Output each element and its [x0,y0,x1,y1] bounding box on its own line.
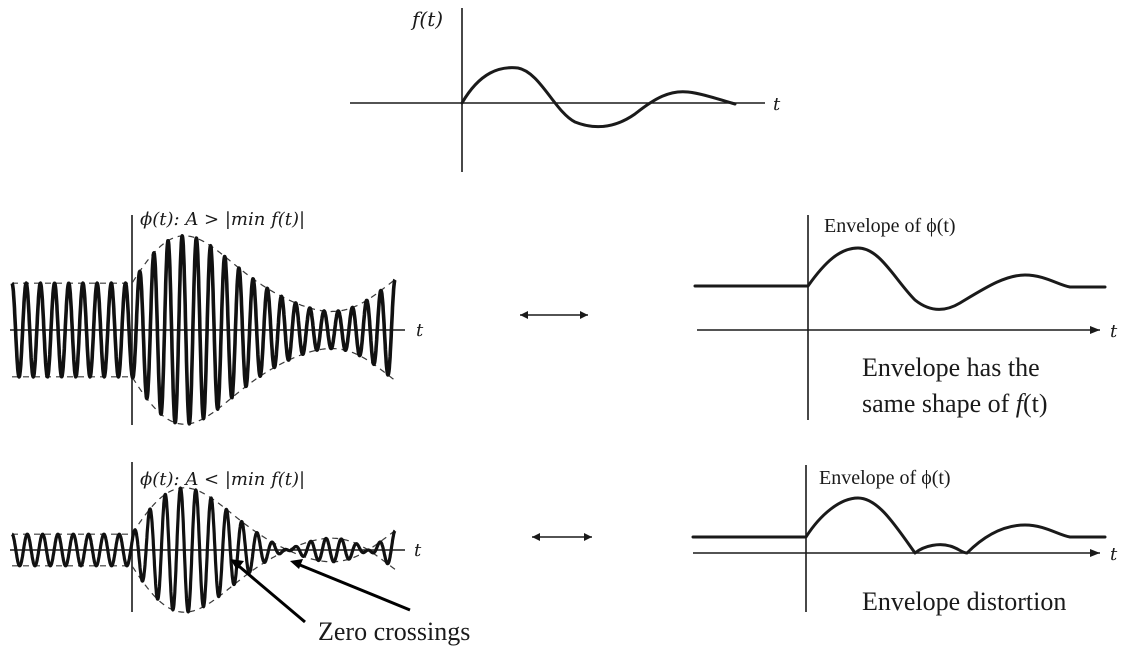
row1-caption-line1: Envelope has the [862,353,1040,382]
row1-caption-line2: same shape of f(t) [862,389,1048,418]
row1-right-label: Envelope of ϕ(t) [824,215,956,237]
row1-envelope-curve [693,246,1107,311]
row1-equivalence-arrow [520,311,588,319]
row2-right-label: Envelope of ϕ(t) [819,467,951,489]
zero-crossing-arrowhead-2 [290,559,303,569]
row2-right-x-arrowhead [1090,549,1100,557]
row1-left-xlabel: t [416,320,424,341]
row2-equivalence-arrow [532,533,592,541]
row2-right-xlabel: t [1110,544,1118,565]
zero-crossing-pointer-2 [294,561,411,612]
row1-envelope-plot: Envelope of ϕ(t) t Envelope has the same… [693,215,1118,420]
row2-envelope-curve [691,496,1107,555]
top-xlabel: t [773,94,781,115]
message-signal-plot: f(t) t [350,7,781,172]
row1-left-label: ϕ(t): A > |min f(t)| [140,209,305,230]
row1-right-x-arrowhead [1090,326,1100,334]
top-ylabel: f(t) [410,7,443,31]
row2-envelope-plot: Envelope of ϕ(t) t Envelope distortion [691,465,1118,616]
row1-envelope-upper [12,235,396,313]
row2-left-label: ϕ(t): A < |min f(t)| [140,469,305,490]
zero-crossing-pointer-1 [233,560,306,624]
row2-left-xlabel: t [414,540,422,561]
row2-caption: Envelope distortion [862,587,1066,616]
row1-modulated-plot: ϕ(t): A > |min f(t)| t [10,209,424,426]
row2-modulated-plot: ϕ(t): A < |min f(t)| t Zero crossings [10,462,470,646]
zero-crossing-arrowhead-1 [230,559,244,570]
zero-crossings-label: Zero crossings [318,617,470,646]
row2-envelope-upper [12,487,396,563]
row1-right-xlabel: t [1110,321,1118,342]
message-curve [460,66,737,129]
row2-carrier-wave [10,486,397,614]
row1-carrier-wave [10,234,397,426]
